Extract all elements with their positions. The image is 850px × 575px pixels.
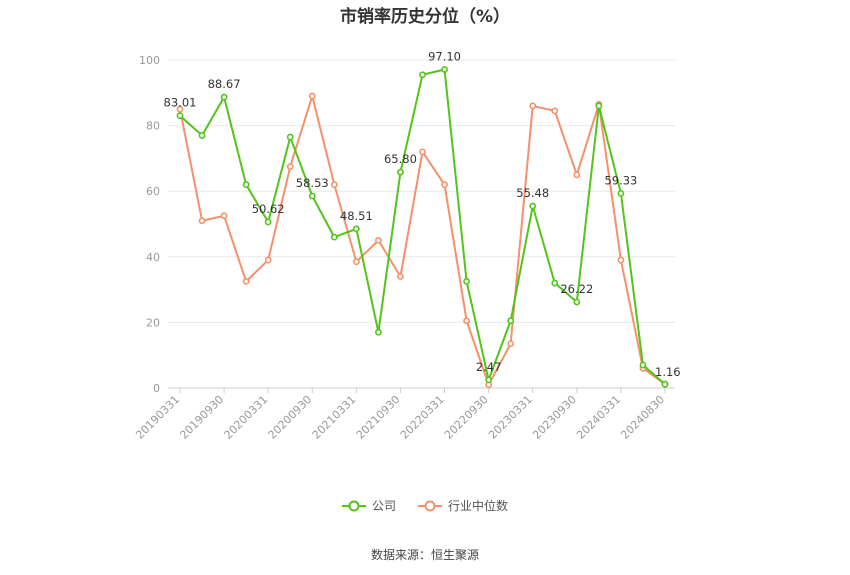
industry-series-line xyxy=(179,95,666,386)
x-tick-label: 20220930 xyxy=(442,393,491,442)
company-data-point xyxy=(352,225,360,233)
company-data-point xyxy=(286,133,294,141)
x-tick-label: 20220331 xyxy=(398,393,447,442)
company-data-label: 50.62 xyxy=(252,202,285,216)
company-data-point xyxy=(463,277,470,285)
industry-data-point xyxy=(264,256,272,264)
company-data-point xyxy=(419,71,426,79)
legend-industry-label: 行业中位数 xyxy=(448,499,509,513)
company-data-point xyxy=(330,233,338,241)
company-data-label: 59.33 xyxy=(604,173,637,187)
company-data-label: 2.47 xyxy=(476,360,502,374)
company-data-point xyxy=(220,93,228,101)
industry-data-point xyxy=(551,107,559,115)
industry-data-point xyxy=(198,217,206,225)
company-data-point xyxy=(639,361,647,369)
company-data-label: 88.67 xyxy=(208,77,241,91)
company-data-point xyxy=(397,168,404,176)
company-data-label: 83.01 xyxy=(164,96,197,110)
x-tick-label: 20230930 xyxy=(530,393,579,442)
industry-data-point xyxy=(617,256,625,264)
industry-data-point xyxy=(397,273,404,280)
y-tick-label: 100 xyxy=(139,54,160,67)
y-tick-label: 0 xyxy=(153,382,160,395)
x-tick-label: 20240830 xyxy=(618,393,667,442)
x-tick-label: 20200331 xyxy=(222,393,271,442)
company-data-point xyxy=(595,102,603,110)
legend-item-industry[interactable]: 行业中位数 xyxy=(418,497,508,514)
industry-data-point xyxy=(352,258,360,266)
industry-data-point xyxy=(220,212,228,220)
legend-industry-icon xyxy=(418,500,442,511)
x-tick-label: 20190331 xyxy=(133,393,182,442)
industry-data-point xyxy=(242,277,250,285)
y-tick-label: 60 xyxy=(146,185,160,198)
company-data-label: 97.10 xyxy=(428,50,461,64)
company-data-point xyxy=(441,66,448,73)
company-data-label: 48.51 xyxy=(340,209,373,223)
data-source: 数据来源：恒生聚源 xyxy=(370,548,479,562)
company-data-point xyxy=(617,189,625,197)
company-data-point xyxy=(176,112,184,120)
company-data-label: 26.22 xyxy=(560,282,593,296)
legend-item-company[interactable]: 公司 xyxy=(341,497,396,514)
company-data-point xyxy=(308,192,316,200)
industry-data-point xyxy=(330,181,338,189)
company-data-point xyxy=(375,328,382,336)
company-series-line xyxy=(179,68,666,385)
x-tick-label: 20210930 xyxy=(354,393,403,442)
industry-data-point xyxy=(308,92,316,100)
x-tick-label: 20210331 xyxy=(310,393,359,442)
industry-data-point xyxy=(441,181,448,189)
industry-data-point xyxy=(419,148,426,156)
company-data-point xyxy=(485,376,493,384)
industry-data-point xyxy=(286,163,294,170)
legend-company-label: 公司 xyxy=(371,499,396,513)
company-data-point xyxy=(242,181,250,189)
company-data-point xyxy=(264,218,272,226)
y-tick-label: 80 xyxy=(146,120,160,133)
industry-data-point xyxy=(463,317,470,325)
industry-data-point xyxy=(529,102,537,110)
x-tick-label: 20190930 xyxy=(177,393,226,442)
company-data-label: 1.16 xyxy=(655,365,681,379)
company-data-point xyxy=(573,298,581,306)
industry-data-point xyxy=(375,236,382,244)
chart-legend: 公司 行业中位数 xyxy=(0,497,850,514)
company-data-label: 65.80 xyxy=(384,152,417,166)
legend-company-icon xyxy=(341,500,366,511)
x-tick-label: 20240331 xyxy=(574,393,623,442)
x-tick-label: 20230331 xyxy=(486,393,535,442)
company-data-point xyxy=(529,202,537,210)
y-tick-label: 20 xyxy=(146,316,160,329)
industry-data-point xyxy=(507,340,515,348)
company-data-point xyxy=(551,279,559,287)
company-data-point xyxy=(507,317,515,325)
y-tick-label: 40 xyxy=(146,251,160,264)
company-data-label: 58.53 xyxy=(296,176,329,190)
x-tick-label: 20200930 xyxy=(266,393,315,442)
company-data-point xyxy=(661,380,669,388)
line-chart: 0 20 40 60 80 100 2019033120190930202003312020… xyxy=(133,50,681,442)
chart-title: 市销率历史分位（%） xyxy=(339,7,511,27)
industry-data-point xyxy=(573,171,581,179)
company-data-point xyxy=(198,132,206,139)
company-data-label: 55.48 xyxy=(516,186,549,200)
industry-data-point xyxy=(176,105,184,113)
